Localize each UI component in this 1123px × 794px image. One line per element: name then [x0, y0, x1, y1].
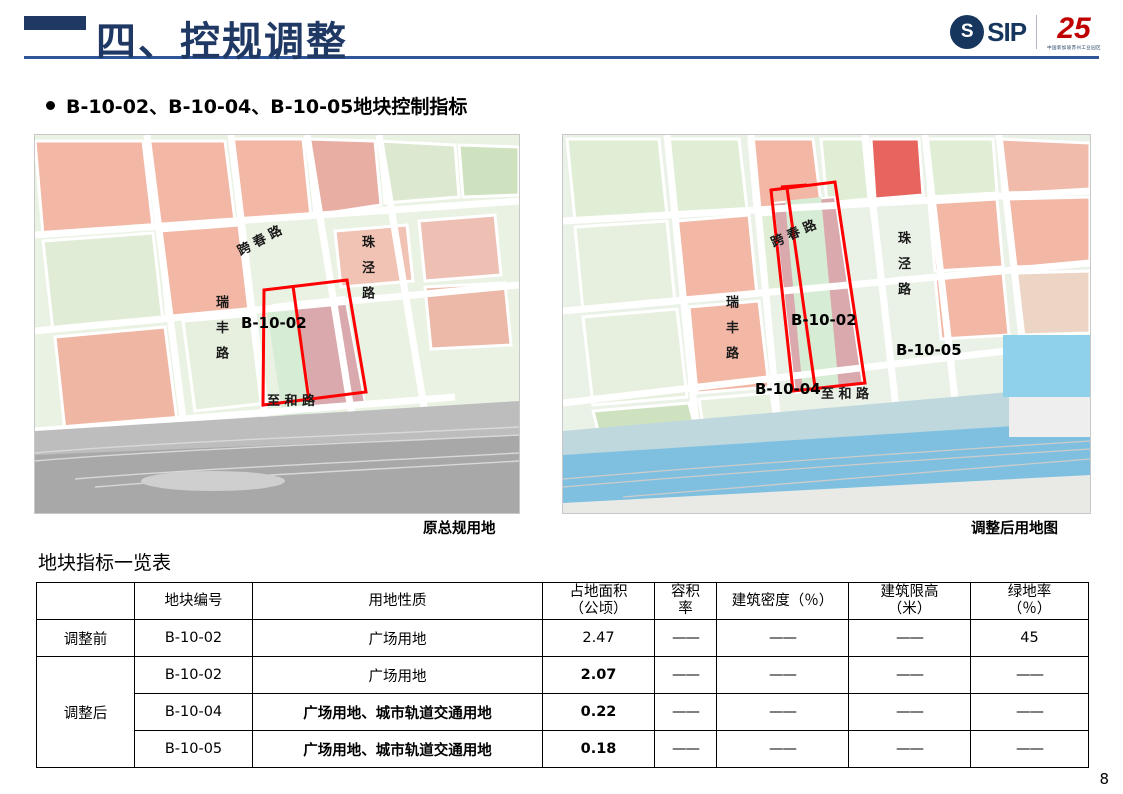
table-row: 调整前 B-10-02 广场用地 2.47 —— —— —— 45 — [36, 619, 1089, 657]
map-original-plan-caption: 原总规用地 — [423, 521, 496, 537]
cell-height: —— — [848, 619, 971, 657]
row-group-after: 调整后 — [36, 656, 135, 768]
road-label-zhujing: 珠 泾 路 — [359, 235, 374, 304]
cell-area: 2.47 — [542, 619, 655, 657]
parcel-label-b-10-05: B-10-05 — [896, 341, 962, 359]
logo-anniversary-number: 25 — [1057, 11, 1091, 45]
header-blank — [36, 582, 135, 620]
cell-nature: 广场用地 — [252, 656, 543, 694]
cell-density: —— — [716, 619, 849, 657]
cell-height: —— — [848, 656, 971, 694]
road-label-zhihe: 至 和 路 — [821, 387, 870, 402]
header-area-line2: （公顷） — [569, 601, 628, 617]
cell-area: 0.22 — [542, 693, 655, 731]
cell-density: —— — [716, 693, 849, 731]
page-number: 8 — [1099, 770, 1109, 788]
map-adjusted-plan[interactable]: 跨 春 路 珠 泾 路 瑞 丰 路 至 和 路 B-10-02 B-10-04 … — [562, 134, 1091, 514]
cell-code: B-10-05 — [134, 730, 253, 768]
bullet-heading-label: B-10-02、B-10-04、B-10-05地块控制指标 — [66, 96, 468, 118]
cell-far: —— — [654, 619, 717, 657]
sip-logo: S SIP 25 中国新加坡苏州工业园区 — [950, 10, 1101, 54]
parcel-label-b-10-04: B-10-04 — [755, 380, 821, 398]
cell-code: B-10-04 — [134, 693, 253, 731]
logo-text: SIP — [987, 16, 1027, 47]
map-original-plan-graphic — [35, 135, 519, 513]
page-title: 四、控规调整 — [96, 19, 348, 65]
cell-nature: 广场用地、城市轨道交通用地 — [252, 693, 543, 731]
header-rule — [86, 56, 1099, 59]
map-adjusted-plan-caption: 调整后用地图 — [971, 521, 1058, 537]
cell-nature: 广场用地、城市轨道交通用地 — [252, 730, 543, 768]
cell-green: —— — [970, 656, 1089, 694]
cell-green: —— — [970, 730, 1089, 768]
table-title: 地块指标一览表 — [38, 552, 172, 574]
cell-far: —— — [654, 693, 717, 731]
header-far: 容积 率 — [654, 582, 717, 620]
map-original-plan[interactable]: 跨 春 路 珠 泾 路 瑞 丰 路 至 和 路 B-10-02 — [34, 134, 520, 514]
road-label-zhihe: 至 和 路 — [267, 394, 316, 409]
cell-area: 2.07 — [542, 656, 655, 694]
header-green-line1: 绿地率 — [1007, 584, 1052, 601]
logo-mark-icon: S — [950, 15, 985, 49]
parcel-label-b-10-02: B-10-02 — [241, 314, 307, 332]
header-land-nature: 用地性质 — [252, 582, 543, 620]
header-height-line1: 建筑限高 — [880, 584, 939, 601]
cell-far: —— — [654, 656, 717, 694]
header-area-line1: 占地面积 — [569, 584, 628, 601]
row-group-before: 调整前 — [36, 619, 135, 657]
logo-anniversary: 25 中国新加坡苏州工业园区 — [1047, 11, 1101, 51]
logo-subtitle: 中国新加坡苏州工业园区 — [1047, 44, 1101, 50]
table-row: B-10-05 广场用地、城市轨道交通用地 0.18 —— —— —— —— — [37, 730, 1089, 768]
bullet-dot-icon — [46, 101, 55, 110]
cell-height: —— — [848, 693, 971, 731]
header-parcel-code: 地块编号 — [134, 582, 253, 620]
header-height-line2: （米） — [887, 601, 932, 617]
header-accent-block — [24, 16, 86, 30]
table-header-row: 地块编号 用地性质 占地面积 （公顷） 容积 率 建筑密度（％） 建筑限高 （米… — [36, 582, 1089, 620]
table-row: B-10-04 广场用地、城市轨道交通用地 0.22 —— —— —— —— — [37, 693, 1089, 731]
map-adjusted-plan-graphic — [563, 135, 1090, 513]
header-green: 绿地率 （％） — [970, 582, 1089, 620]
road-label-ruifeng: 瑞 丰 路 — [723, 295, 738, 364]
cell-green: 45 — [970, 619, 1089, 657]
cell-density: —— — [716, 730, 849, 768]
cell-green: —— — [970, 693, 1089, 731]
bullet-heading: B-10-02、B-10-04、B-10-05地块控制指标 — [46, 92, 467, 119]
road-label-zhujing: 珠 泾 路 — [895, 231, 910, 300]
logo-divider — [1036, 15, 1038, 49]
page-header: 四、控规调整 S SIP 25 中国新加坡苏州工业园区 — [0, 0, 1123, 82]
header-area: 占地面积 （公顷） — [542, 582, 655, 620]
road-label-ruifeng: 瑞 丰 路 — [213, 295, 228, 364]
cell-height: —— — [848, 730, 971, 768]
parcel-label-b-10-02: B-10-02 — [791, 311, 857, 329]
cell-code: B-10-02 — [134, 619, 253, 657]
header-far-line2: 率 — [678, 601, 693, 617]
land-index-table: 地块编号 用地性质 占地面积 （公顷） 容积 率 建筑密度（％） 建筑限高 （米… — [36, 582, 1089, 768]
cell-far: —— — [654, 730, 717, 768]
header-green-line2: （％） — [1007, 601, 1052, 617]
cell-area: 0.18 — [542, 730, 655, 768]
cell-density: —— — [716, 656, 849, 694]
header-far-line1: 容积 — [671, 584, 700, 601]
cell-nature: 广场用地 — [252, 619, 543, 657]
header-accent-underline — [24, 56, 86, 59]
header-density: 建筑密度（％） — [716, 582, 849, 620]
cell-code: B-10-02 — [134, 656, 253, 694]
header-height: 建筑限高 （米） — [848, 582, 971, 620]
table-row: 调整后 B-10-02 广场用地 2.07 —— —— —— —— — [36, 656, 1089, 768]
